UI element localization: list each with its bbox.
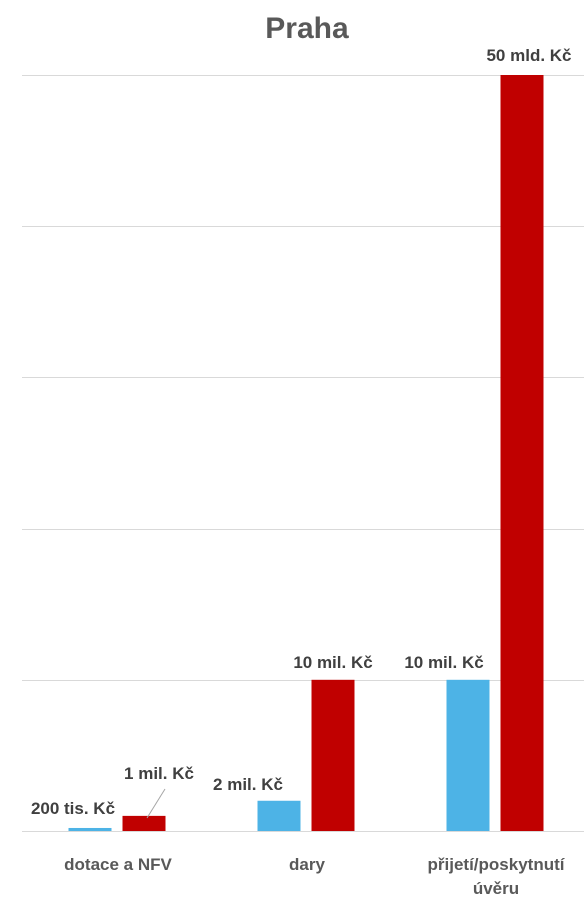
data-label-series-2-2: 10 mil. Kč bbox=[293, 653, 372, 672]
category-label-1: dotace a NFV bbox=[64, 855, 172, 874]
data-label-series-2-1: 1 mil. Kč bbox=[124, 764, 194, 783]
bar-series-1-1 bbox=[69, 828, 112, 831]
bar-series-2-2 bbox=[312, 680, 355, 831]
data-label-series-1-2: 2 mil. Kč bbox=[213, 775, 283, 794]
gridlines bbox=[22, 76, 584, 832]
data-label-series-1-1: 200 tis. Kč bbox=[31, 799, 115, 818]
data-label-series-1-3: 10 mil. Kč bbox=[404, 653, 483, 672]
data-label-series-2-3: 50 mld. Kč bbox=[486, 46, 571, 65]
category-label-3: přijetí/poskytnutí bbox=[428, 855, 566, 874]
bar-series-2-1 bbox=[123, 816, 166, 831]
bar-series-1-2 bbox=[258, 801, 301, 831]
leader-lines bbox=[147, 789, 165, 818]
category-labels: dotace a NFV dary přijetí/poskytnutí úvěru bbox=[64, 855, 566, 898]
chart-title: Praha bbox=[265, 12, 349, 45]
bar-series-1-3 bbox=[447, 680, 490, 831]
leader-line bbox=[147, 789, 165, 818]
bars bbox=[69, 75, 544, 831]
category-label-2: dary bbox=[289, 855, 325, 874]
bar-series-2-3 bbox=[501, 75, 544, 831]
data-labels: 200 tis. Kč 2 mil. Kč 10 mil. Kč 1 mil. Kč 1… bbox=[31, 46, 572, 818]
category-label-3: úvěru bbox=[473, 879, 519, 898]
